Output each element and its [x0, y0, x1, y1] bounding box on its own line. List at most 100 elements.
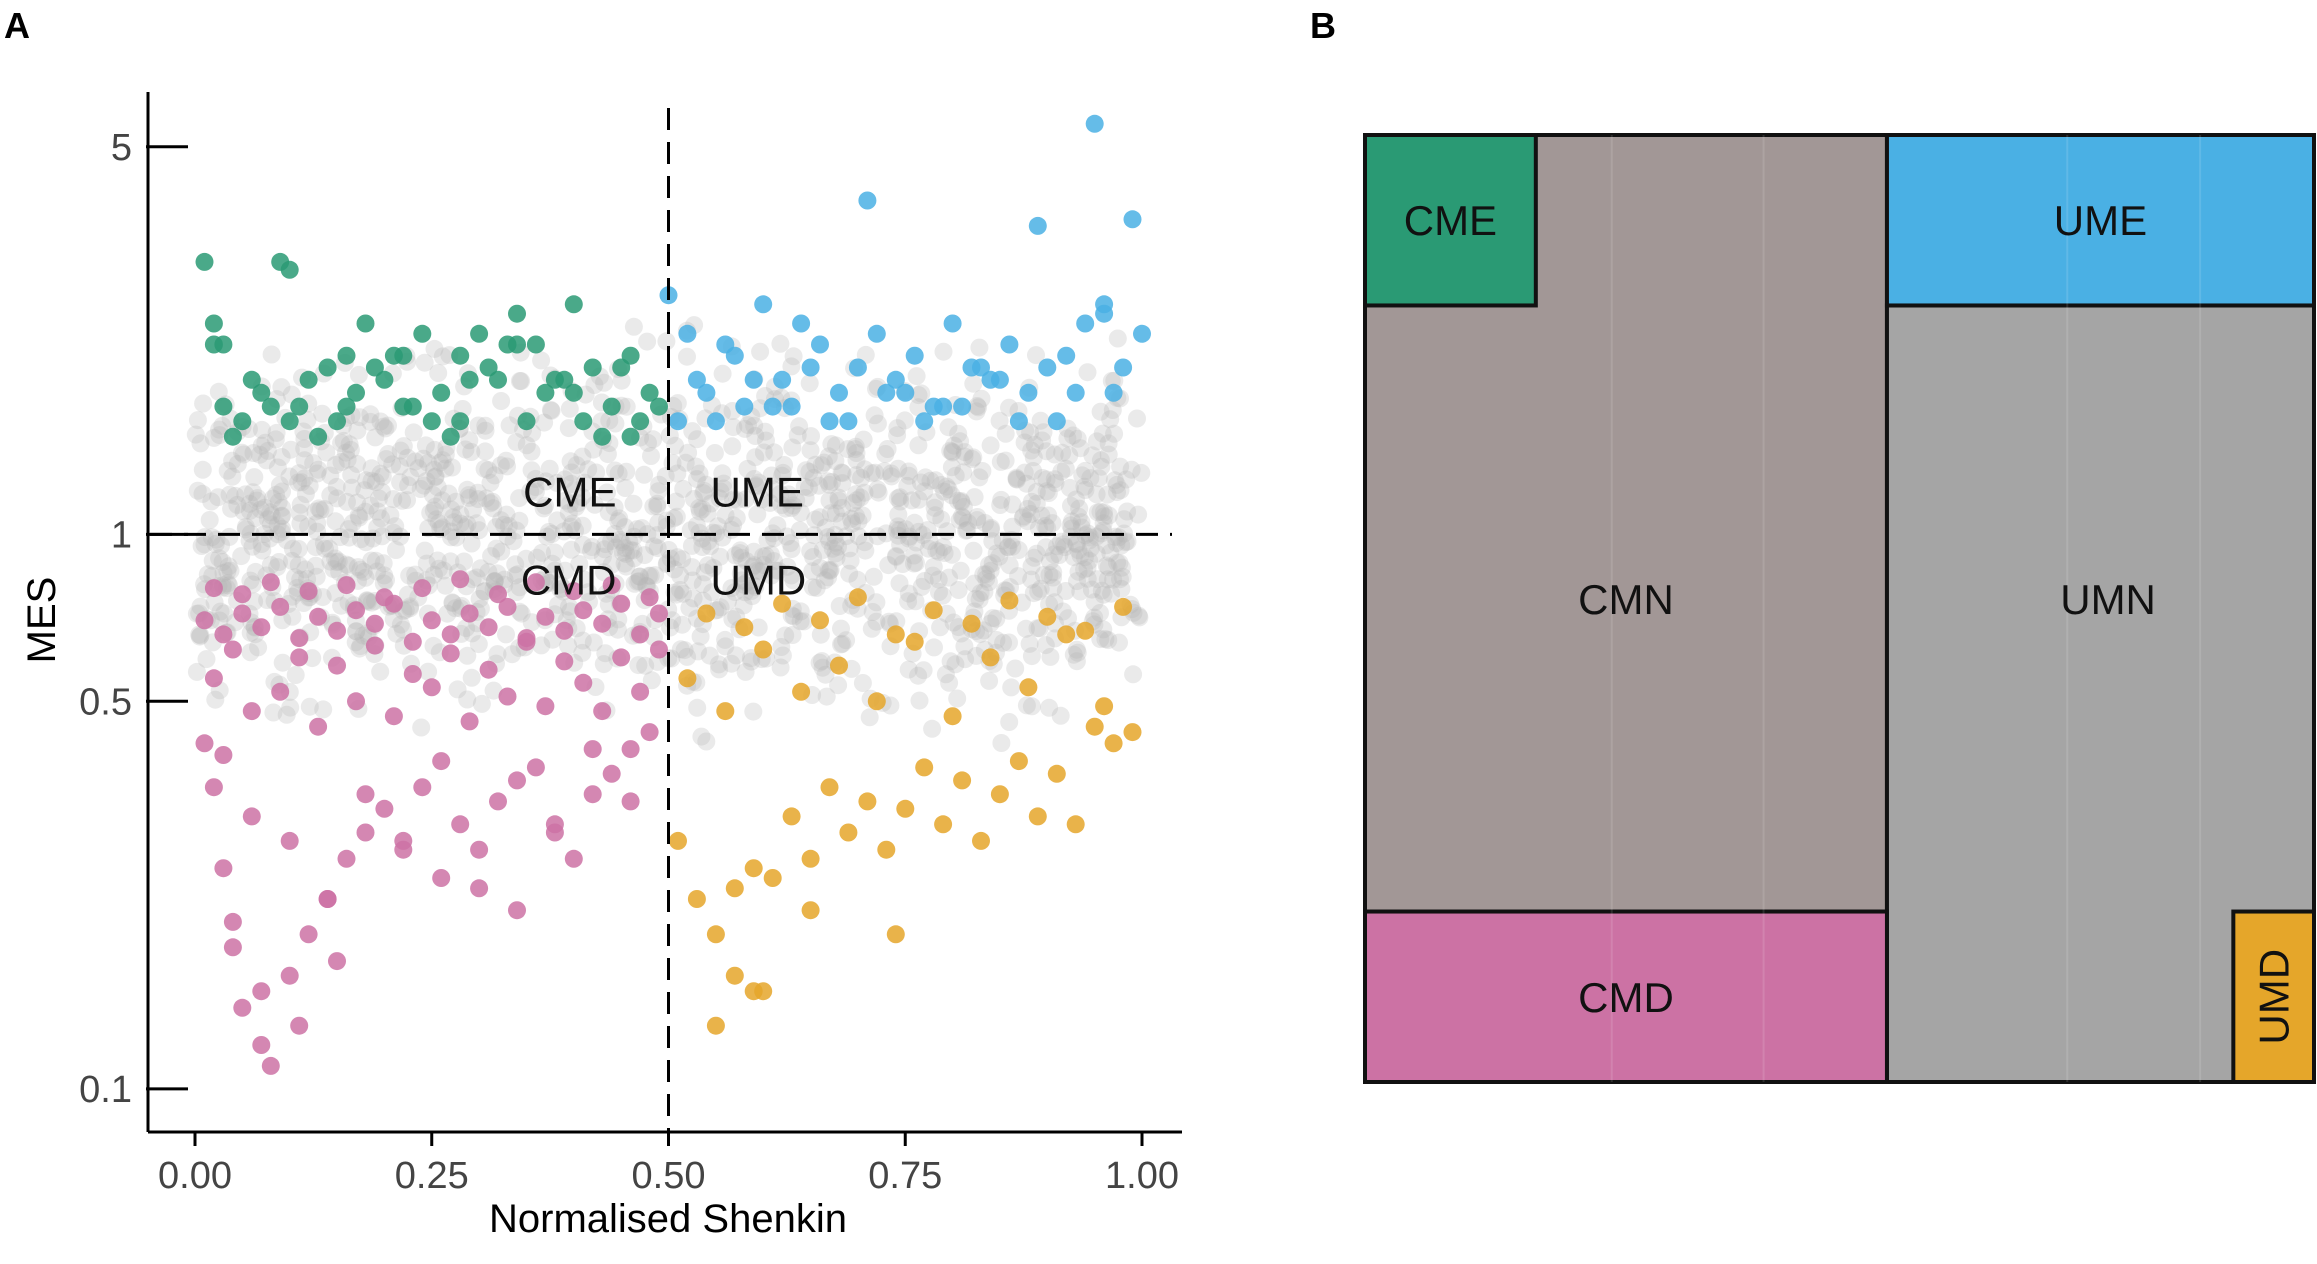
- neutral-point: [713, 528, 732, 547]
- neutral-point: [968, 508, 987, 526]
- neutral-point: [847, 491, 866, 510]
- neutral-point: [1107, 475, 1126, 494]
- neutral-point: [806, 455, 825, 474]
- neutral-point: [467, 514, 486, 533]
- neutral-point: [708, 517, 727, 536]
- point-cmd: [574, 601, 593, 620]
- neutral-point: [436, 459, 455, 478]
- neutral-point: [1102, 584, 1121, 603]
- point-ume: [896, 383, 915, 402]
- neutral-point: [296, 560, 315, 579]
- neutral-point: [545, 543, 564, 562]
- neutral-point: [750, 562, 769, 581]
- neutral-point: [236, 485, 255, 504]
- neutral-point: [476, 421, 495, 440]
- neutral-point: [704, 523, 723, 542]
- point-cme: [318, 358, 337, 377]
- point-umd: [669, 831, 687, 850]
- neutral-point: [252, 535, 271, 553]
- neutral-point: [350, 639, 369, 658]
- neutral-point: [561, 517, 580, 536]
- neutral-point: [838, 440, 857, 459]
- neutral-point: [1051, 706, 1070, 725]
- point-cmd: [432, 752, 451, 771]
- neutral-point: [377, 450, 396, 469]
- neutral-point: [705, 444, 724, 462]
- neutral-point: [479, 461, 498, 480]
- point-umd: [867, 692, 886, 711]
- neutral-point: [1022, 647, 1041, 666]
- point-cmd: [479, 660, 498, 679]
- neutral-point: [241, 643, 260, 662]
- neutral-point: [209, 382, 228, 401]
- neutral-point: [683, 422, 702, 441]
- neutral-point: [425, 461, 443, 479]
- neutral-point: [308, 514, 327, 533]
- neutral-point: [757, 431, 775, 450]
- neutral-point: [975, 582, 994, 601]
- neutral-point: [1067, 652, 1086, 671]
- point-ume: [811, 335, 829, 354]
- neutral-point: [268, 458, 287, 477]
- neutral-point: [587, 463, 606, 482]
- point-cmd: [204, 579, 223, 598]
- neutral-point: [332, 434, 351, 453]
- neutral-point: [295, 430, 314, 448]
- neutral-point: [262, 345, 281, 364]
- neutral-point: [1067, 640, 1086, 659]
- neutral-point: [616, 539, 634, 558]
- neutral-point: [1069, 541, 1088, 560]
- point-cmd: [536, 697, 555, 716]
- neutral-point: [983, 532, 1002, 551]
- point-ume: [782, 397, 801, 416]
- neutral-point: [905, 554, 923, 573]
- point-ume: [820, 412, 839, 431]
- neutral-point: [727, 491, 746, 510]
- neutral-point: [899, 462, 918, 481]
- point-ume: [886, 370, 905, 389]
- neutral-point: [539, 523, 558, 541]
- neutral-point: [616, 479, 635, 497]
- point-cmd: [602, 764, 621, 783]
- neutral-point: [737, 573, 756, 592]
- neutral-point: [714, 479, 733, 498]
- neutral-point: [1000, 398, 1018, 417]
- neutral-point: [1033, 469, 1052, 487]
- neutral-point: [977, 565, 996, 584]
- neutral-point: [212, 536, 231, 555]
- point-cmd: [261, 573, 280, 592]
- neutral-point: [214, 564, 233, 582]
- neutral-point: [915, 482, 934, 501]
- neutral-point: [417, 472, 436, 490]
- neutral-point: [321, 466, 340, 485]
- neutral-point: [512, 604, 531, 623]
- neutral-point: [1129, 505, 1148, 524]
- neutral-point: [236, 520, 255, 539]
- neutral-point: [747, 477, 765, 496]
- neutral-point: [998, 538, 1017, 557]
- neutral-point: [223, 451, 242, 470]
- neutral-point: [690, 502, 709, 521]
- neutral-point: [526, 482, 545, 501]
- neutral-point: [598, 445, 617, 464]
- neutral-point: [809, 476, 828, 495]
- neutral-point: [944, 613, 963, 632]
- neutral-point: [244, 444, 263, 462]
- point-cme: [602, 397, 621, 416]
- neutral-point: [879, 556, 898, 575]
- neutral-point: [820, 475, 839, 494]
- point-cmd: [555, 621, 574, 640]
- neutral-point: [1045, 470, 1064, 489]
- neutral-point: [981, 561, 1000, 580]
- neutral-point: [538, 527, 556, 546]
- neutral-point: [428, 478, 447, 497]
- neutral-point: [1069, 507, 1088, 526]
- neutral-point: [469, 416, 488, 435]
- neutral-point: [315, 500, 334, 519]
- neutral-point: [1017, 474, 1036, 493]
- neutral-point: [1101, 543, 1120, 562]
- neutral-point: [362, 459, 381, 478]
- neutral-point: [735, 419, 754, 438]
- neutral-point: [495, 570, 514, 589]
- neutral-point: [411, 480, 430, 498]
